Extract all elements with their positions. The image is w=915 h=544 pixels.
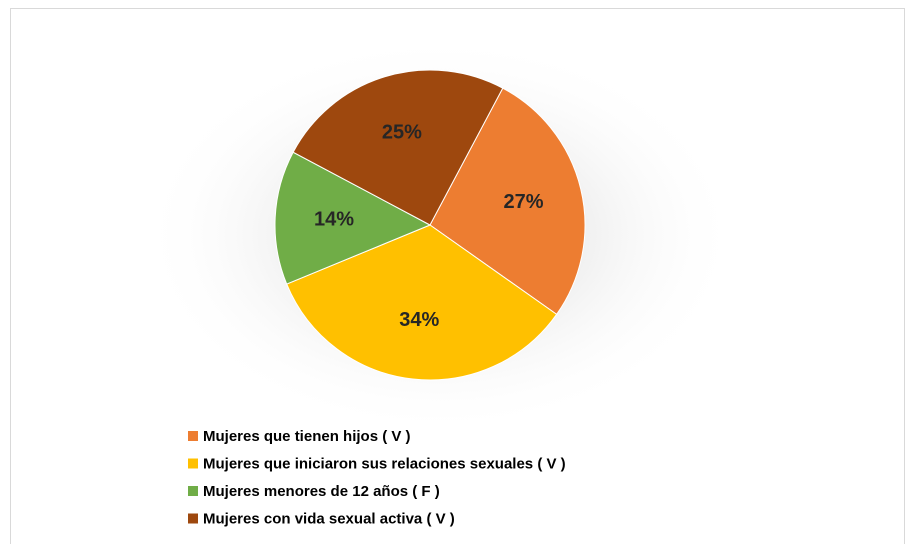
data-label: 25% — [382, 121, 422, 143]
legend-swatch — [188, 513, 198, 524]
pie-slice — [274, 151, 432, 285]
legend-swatch — [188, 458, 198, 469]
data-label: 27% — [503, 191, 543, 213]
pie-slice — [429, 87, 586, 316]
legend-label: Mujeres con vida sexual activa ( V ) — [203, 510, 455, 527]
data-label: 34% — [399, 309, 439, 331]
data-label: 14% — [314, 209, 354, 231]
legend-label: Mujeres que iniciaron sus relaciones sex… — [203, 455, 566, 472]
legend-swatch — [188, 431, 198, 441]
legend-swatch — [188, 486, 198, 496]
legend-label: Mujeres que tienen hijos ( V ) — [203, 428, 411, 445]
pie-slice — [292, 69, 504, 226]
pie-slice — [286, 224, 558, 381]
legend-label: Mujeres menores de 12 años ( F ) — [203, 483, 440, 500]
